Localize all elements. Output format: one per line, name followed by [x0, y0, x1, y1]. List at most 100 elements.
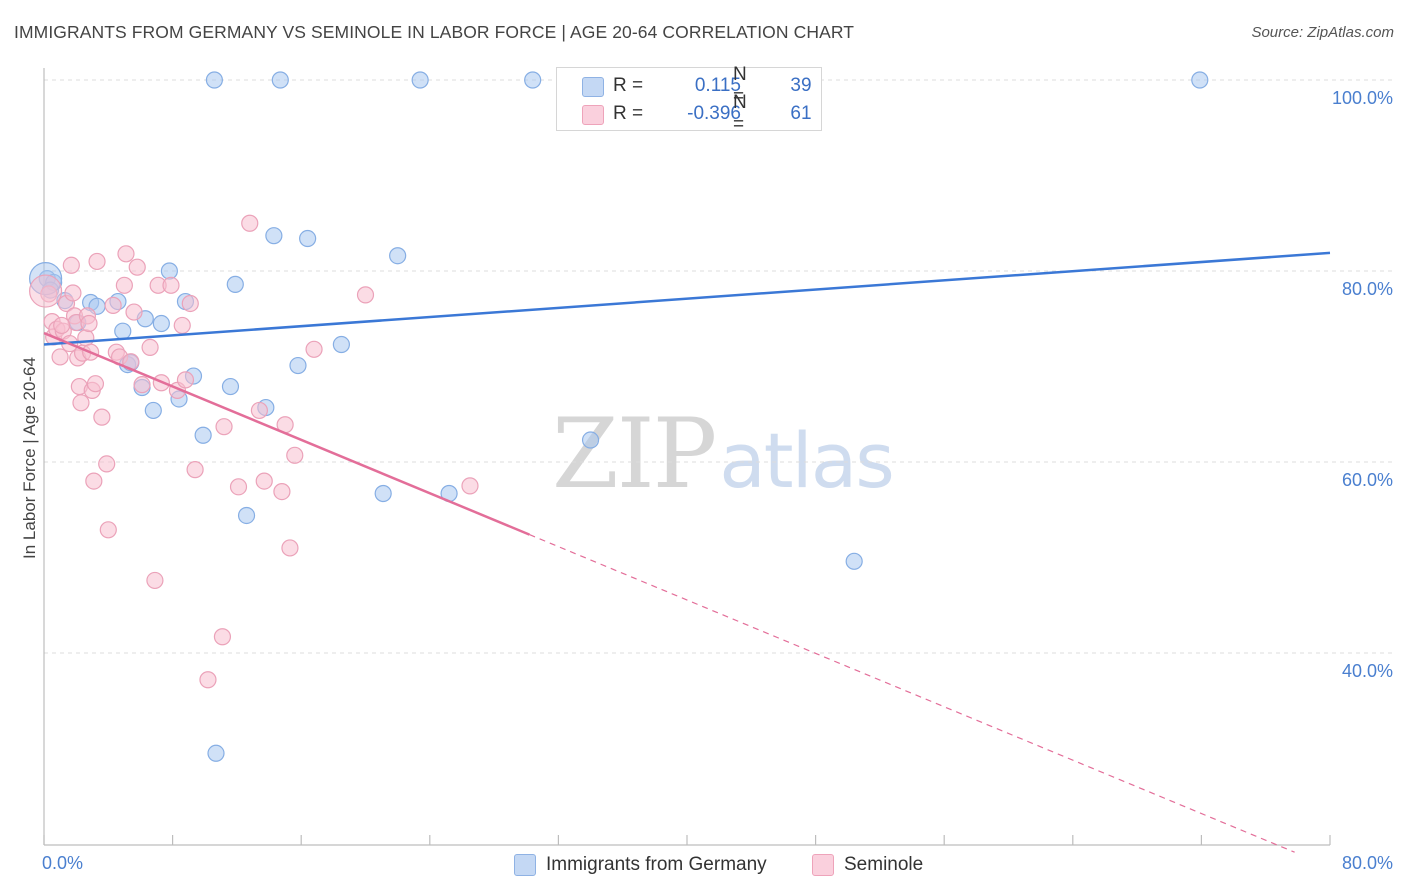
germany-point: [265, 227, 283, 245]
y-tick-label: 80.0%: [1342, 279, 1393, 299]
seminole-point: [85, 472, 103, 490]
n-label: N =: [733, 64, 747, 107]
germany-point: [144, 401, 162, 420]
r-label: R =: [613, 103, 644, 124]
seminole-point: [176, 371, 195, 389]
seminole-point: [133, 376, 151, 394]
seminole-point: [141, 338, 159, 356]
germany-point: [524, 71, 542, 89]
germany-point: [332, 335, 350, 354]
germany-point: [160, 262, 178, 280]
seminole-point: [98, 455, 116, 473]
seminole-point: [51, 348, 69, 366]
axes: [43, 68, 1331, 846]
seminole-point: [273, 483, 291, 501]
germany-point: [299, 229, 317, 248]
n-value: 61: [790, 103, 812, 124]
legend-label-germany: Immigrants from Germany: [546, 854, 767, 875]
germany-point: [581, 431, 600, 449]
seminole-point: [241, 214, 259, 232]
germany-point: [271, 71, 289, 89]
germany-point: [205, 71, 223, 89]
legend-swatch-seminole: [812, 854, 834, 876]
legend-item-seminole[interactable]: Seminole: [812, 851, 923, 879]
seminole-point: [461, 477, 479, 495]
x-tick-label-min: 0.0%: [42, 853, 83, 873]
germany-point: [411, 71, 429, 89]
grid-lines: [44, 79, 1392, 654]
r-value: -0.396: [687, 103, 741, 124]
trend-lines: [43, 251, 1331, 853]
seminole-point: [281, 539, 299, 557]
watermark-atlas: atlas: [719, 416, 895, 505]
seminole-point: [117, 245, 135, 263]
y-tick-label: 40.0%: [1342, 661, 1393, 681]
germany-point: [207, 744, 225, 762]
seminole-point: [162, 276, 180, 294]
seminole-point: [229, 478, 248, 496]
seminole-point: [64, 284, 82, 302]
tick-labels: 40.0% 60.0% 80.0% 100.0% 0.0% 80.0%: [42, 88, 1393, 873]
series-germany-points: [29, 71, 1209, 762]
legend-swatch-seminole: [582, 105, 604, 125]
legend-item-germany[interactable]: Immigrants from Germany: [514, 851, 767, 879]
stats-legend: R = 0.115 N = 39 R = -0.396 N = 61: [556, 64, 822, 135]
seminole-point: [72, 394, 90, 412]
seminole-point: [99, 521, 117, 539]
legend-label-seminole: Seminole: [844, 854, 924, 875]
seminole-point: [181, 294, 199, 313]
legend-swatch-germany: [514, 854, 536, 876]
seminole-trend-line: [43, 331, 530, 536]
seminole-point: [115, 276, 133, 294]
r-value: 0.115: [694, 75, 741, 96]
germany-point: [289, 356, 307, 375]
seminole-point: [146, 571, 164, 590]
source-label: Source: ZipAtlas.com: [1251, 24, 1394, 41]
r-label: R =: [613, 75, 644, 96]
germany-point: [237, 506, 256, 525]
seminole-point: [356, 286, 375, 304]
seminole-point: [88, 252, 106, 271]
seminole-point: [286, 446, 304, 464]
seminole-point: [305, 340, 323, 358]
germany-point: [152, 314, 170, 333]
germany-point: [226, 275, 244, 293]
y-axis-label: In Labor Force | Age 20-64: [20, 357, 39, 559]
x-tick-label-max: 80.0%: [1342, 853, 1393, 873]
germany-point: [114, 322, 132, 340]
n-label: N =: [733, 92, 747, 135]
seminole-point: [104, 296, 122, 314]
legend-swatch-germany: [582, 77, 604, 97]
seminole-point: [77, 329, 95, 347]
seminole-point: [173, 316, 191, 335]
watermark: ZIPatlas: [552, 398, 895, 510]
germany-point: [1191, 71, 1209, 89]
germany-point: [221, 377, 240, 396]
seminole-large-point: [29, 274, 63, 308]
seminole-point: [53, 316, 71, 335]
seminole-trend-extension: [529, 534, 1295, 853]
seminole-point: [93, 408, 111, 426]
seminole-point: [62, 256, 80, 274]
germany-trend-line: [43, 251, 1331, 346]
germany-point: [374, 484, 392, 503]
germany-point: [194, 426, 212, 444]
germany-point: [845, 552, 863, 570]
seminole-point: [80, 314, 98, 333]
seminole-point: [250, 401, 269, 420]
seminole-point: [186, 461, 204, 479]
y-tick-label: 100.0%: [1332, 88, 1393, 108]
watermark-zip: ZIP: [552, 398, 717, 510]
seminole-point: [213, 628, 232, 646]
seminole-point: [128, 258, 146, 276]
seminole-point: [199, 671, 217, 689]
y-tick-label: 60.0%: [1342, 470, 1393, 490]
seminole-point: [215, 418, 233, 436]
seminole-point: [125, 303, 143, 321]
series-seminole-points: [29, 214, 479, 689]
series-legend: Immigrants from Germany Seminole: [0, 851, 1406, 879]
germany-point: [389, 247, 407, 265]
seminole-point: [86, 375, 105, 393]
chart-title: IMMIGRANTS FROM GERMANY VS SEMINOLE IN L…: [14, 22, 855, 42]
